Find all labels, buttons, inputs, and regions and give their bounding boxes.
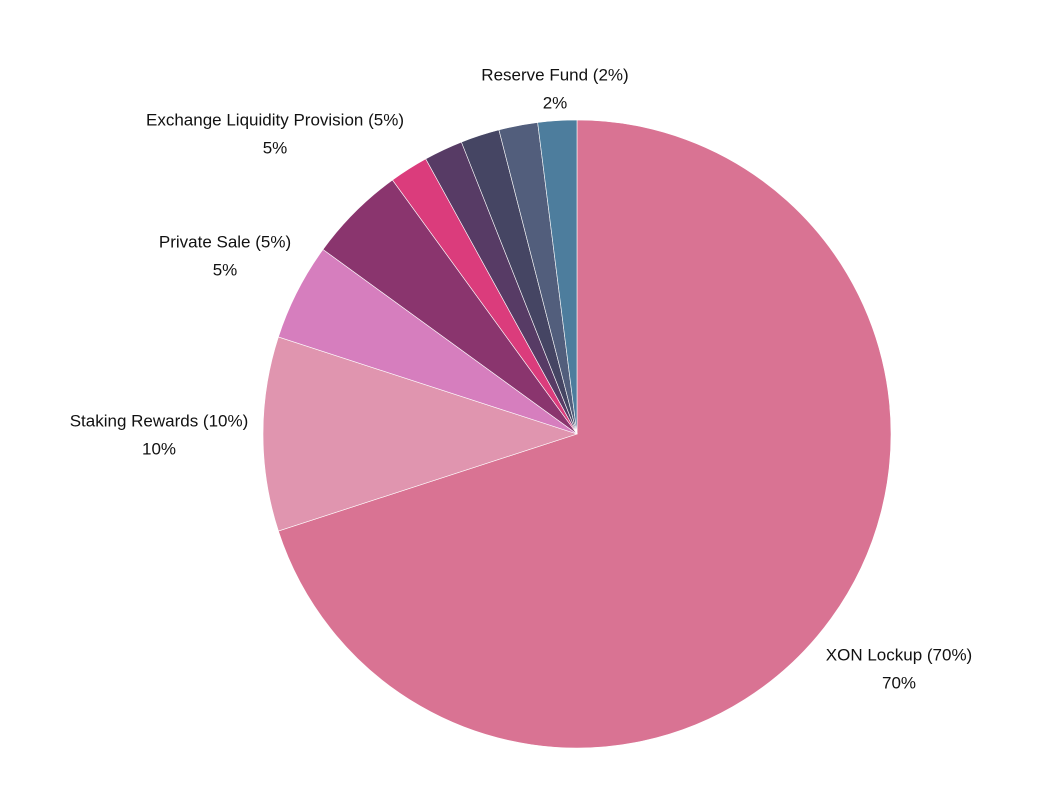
slice-label: Reserve Fund (2%) xyxy=(481,65,628,84)
pie-slice-reserve-fund xyxy=(537,119,578,435)
slice-value-label: 70% xyxy=(882,673,916,692)
slices-layer xyxy=(262,119,892,749)
slice-value-label: 5% xyxy=(263,138,288,157)
slice-label: Exchange Liquidity Provision (5%) xyxy=(146,110,404,129)
slice-value-label: 2% xyxy=(543,93,568,112)
pie-slice-staking-rewards xyxy=(262,336,578,532)
slice-value-label: 5% xyxy=(213,260,238,279)
slice-label: XON Lockup (70%) xyxy=(826,645,972,664)
slice-label: Private Sale (5%) xyxy=(159,232,291,251)
slice-label: Staking Rewards (10%) xyxy=(70,411,249,430)
pie-slice-xon-lockup xyxy=(277,119,892,749)
slice-value-label: 10% xyxy=(142,439,176,458)
labels-layer: XON Lockup (70%) 70% Staking Rewards (10%)… xyxy=(70,65,973,692)
